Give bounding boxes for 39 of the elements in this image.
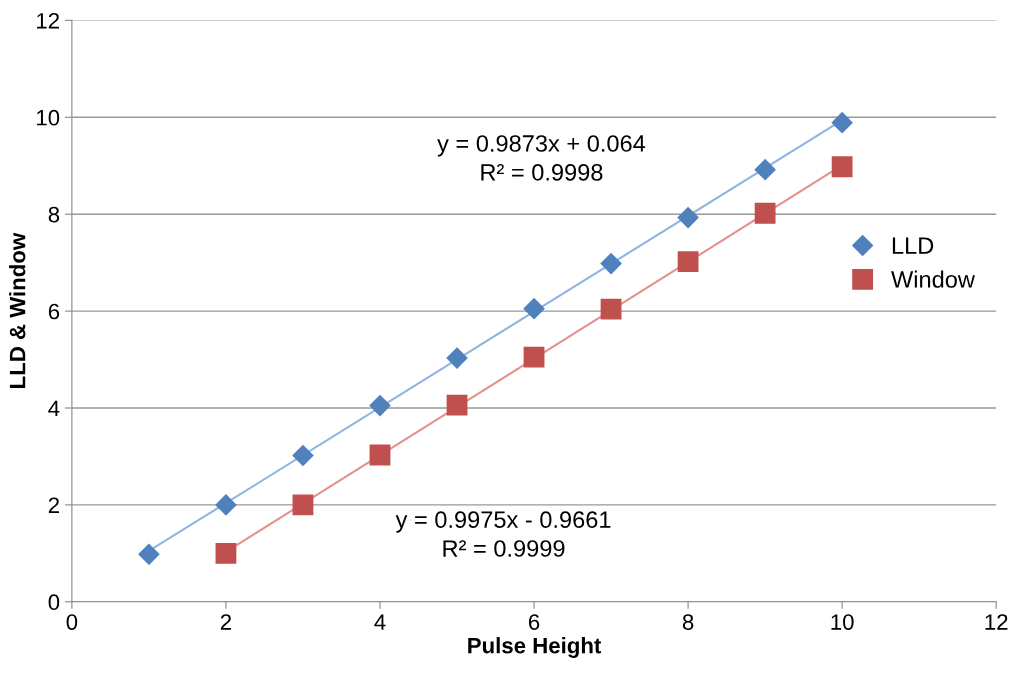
y-tick-label: 10 <box>37 109 60 126</box>
annotation: y = 0.9873x + 0.064 R² = 0.9998 <box>437 135 646 181</box>
x-tick-label: 6 <box>528 614 540 630</box>
x-axis-title: Pulse Height <box>468 637 602 658</box>
point <box>600 298 622 320</box>
point <box>215 494 237 516</box>
point <box>215 542 237 564</box>
x-tick-label: 0 <box>66 614 78 630</box>
y-tick-label: 12 <box>37 12 59 29</box>
y-tick-label: 6 <box>48 303 60 320</box>
point <box>600 253 622 275</box>
point <box>831 156 853 178</box>
point <box>292 494 314 516</box>
legend-label: Window <box>891 270 975 288</box>
point <box>138 543 160 565</box>
point <box>754 159 776 181</box>
point <box>369 395 391 417</box>
point <box>446 394 468 416</box>
legend-label: LLD <box>892 237 934 254</box>
point <box>369 444 391 466</box>
x-tick-label: 10 <box>831 614 854 630</box>
x-tick-label: 8 <box>682 614 694 630</box>
point <box>446 347 468 369</box>
point <box>677 207 699 229</box>
y-tick-label: 2 <box>48 497 59 513</box>
y-tick-label: 4 <box>48 400 60 417</box>
point <box>523 346 545 368</box>
x-tick-label: 4 <box>374 614 386 630</box>
y-tick-label: 0 <box>48 594 60 611</box>
point <box>831 112 853 134</box>
y-axis-title: LLD & Window <box>9 232 26 388</box>
annotation: y = 0.9975x - 0.9661 R² = 0.9999 <box>395 511 611 557</box>
y-tick-label: 8 <box>48 206 60 223</box>
point <box>292 444 314 466</box>
x-tick-label: 12 <box>985 614 1008 630</box>
point <box>677 251 699 273</box>
x-tick-label: 2 <box>220 614 231 630</box>
point <box>523 298 545 320</box>
point <box>754 202 776 224</box>
